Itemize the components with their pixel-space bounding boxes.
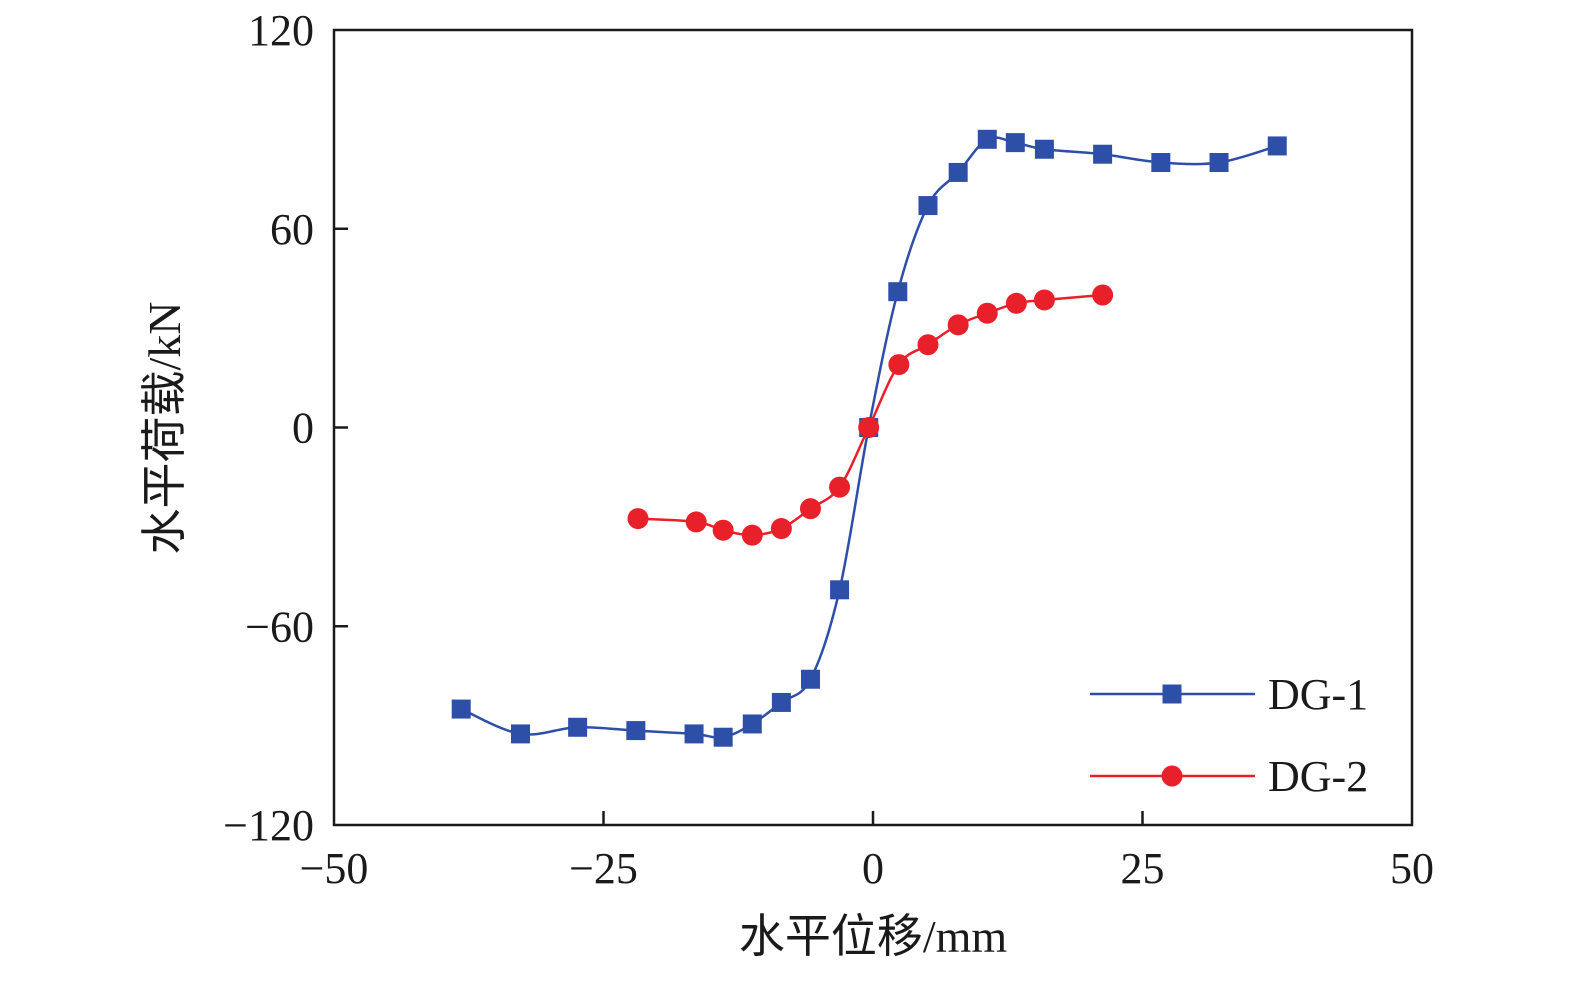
data-point-dg-2	[829, 476, 851, 498]
data-point-dg-1	[568, 717, 588, 737]
data-point-dg-2	[917, 334, 939, 356]
data-point-dg-1	[684, 724, 704, 744]
legend-label-dg-2: DG-2	[1268, 752, 1368, 801]
data-point-dg-1	[977, 129, 997, 149]
data-point-dg-1	[451, 699, 471, 719]
legend-label-dg-1: DG-1	[1268, 670, 1368, 719]
y-axis-ticks: −120 −60 0 60 120	[223, 6, 348, 850]
y-tick-label: 60	[270, 205, 314, 254]
data-point-dg-1	[1034, 139, 1054, 159]
data-point-dg-2	[976, 302, 998, 324]
data-point-dg-1	[800, 669, 820, 689]
series-layer	[451, 129, 1287, 747]
y-tick-label: 0	[292, 404, 314, 453]
x-tick-label: −50	[300, 844, 369, 893]
data-point-dg-1	[888, 282, 908, 302]
data-point-dg-1	[771, 692, 791, 712]
data-point-dg-2	[685, 511, 707, 533]
data-point-dg-2	[770, 518, 792, 540]
data-point-dg-1	[510, 724, 530, 744]
data-point-dg-1	[1151, 153, 1171, 172]
x-axis-title: 水平位移/mm	[739, 911, 1008, 962]
x-axis-ticks: −50 −25 0 25 50	[300, 811, 1434, 893]
data-point-dg-1	[830, 580, 850, 600]
y-axis-title: 水平荷载/kN	[139, 302, 190, 555]
legend: DG-1 DG-2	[1090, 670, 1368, 801]
data-point-dg-2	[1033, 289, 1055, 311]
data-point-dg-1	[1093, 144, 1113, 164]
y-tick-label: 120	[248, 6, 314, 55]
data-point-dg-2	[1092, 284, 1114, 306]
data-point-dg-1	[918, 196, 938, 216]
legend-marker-dg-1	[1162, 684, 1182, 704]
data-point-dg-2	[1005, 292, 1027, 314]
data-point-dg-1	[1005, 133, 1025, 153]
data-point-dg-2	[712, 519, 734, 541]
data-point-dg-2	[627, 508, 649, 530]
x-tick-label: 0	[862, 844, 884, 893]
data-point-dg-2	[741, 524, 763, 546]
x-tick-label: 25	[1121, 844, 1165, 893]
y-tick-label: −120	[223, 801, 314, 850]
data-point-dg-1	[948, 162, 968, 182]
data-point-dg-1	[1267, 136, 1287, 156]
data-point-dg-1	[742, 714, 762, 734]
data-point-dg-2	[858, 417, 880, 438]
legend-marker-dg-2	[1161, 765, 1183, 787]
x-tick-label: −25	[569, 844, 638, 893]
x-tick-label: 50	[1390, 844, 1434, 893]
data-point-dg-1	[713, 727, 733, 747]
data-point-dg-2	[799, 498, 821, 520]
data-point-dg-1	[1209, 153, 1229, 172]
data-point-dg-1	[626, 721, 646, 741]
data-point-dg-2	[947, 314, 969, 336]
data-point-dg-2	[888, 354, 910, 376]
y-tick-label: −60	[245, 602, 314, 651]
